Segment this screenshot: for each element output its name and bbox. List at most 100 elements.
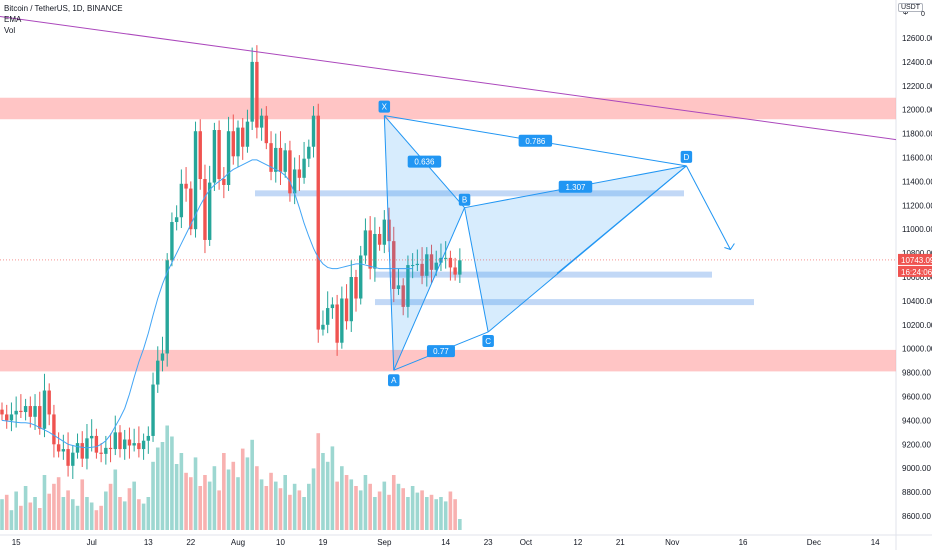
volume-bar [316, 433, 321, 530]
volume-bar [307, 483, 311, 530]
time-tick-label: 14 [441, 538, 450, 547]
volume-bar [325, 461, 330, 530]
point-x-label-text: X [382, 103, 388, 112]
candle-body [259, 115, 264, 128]
candle-body [42, 390, 47, 429]
volume-bar [448, 491, 453, 530]
candle-body [89, 435, 94, 439]
chart-legend: Bitcoin / TetherUS, 1D, BINANCE EMA Vol [4, 3, 123, 36]
candle-body [38, 406, 42, 429]
projection-line [556, 165, 687, 274]
candle-body [283, 150, 287, 172]
point-a-label-text: A [391, 376, 397, 385]
volume-bar [382, 481, 387, 530]
volume-bar [184, 472, 188, 530]
volume-bar [396, 483, 401, 530]
ema-indicator-label[interactable]: EMA [4, 15, 22, 24]
time-tick-label: Nov [665, 538, 679, 547]
candle-body [108, 447, 113, 450]
candle-body [316, 115, 320, 330]
time-tick-label: 23 [484, 538, 493, 547]
volume-bar [127, 488, 132, 530]
volume-bar [19, 505, 23, 530]
point-d-label-text: D [684, 153, 690, 162]
price-tick-label: 11200.00 [902, 201, 932, 210]
candle-body [47, 390, 51, 415]
price-tick-label: 9200.00 [902, 440, 931, 449]
point-b-label-text: B [462, 196, 467, 205]
harmonic-triangle-bcd [464, 165, 687, 332]
volume-bar [335, 481, 339, 530]
candle-body [75, 443, 80, 453]
ratio-xb-label-text: 0.636 [414, 158, 435, 167]
current-price-value: 10743.09 [901, 256, 932, 265]
ratio-ac-label-bg [426, 345, 455, 358]
candle-body [368, 230, 372, 269]
volume-bar [160, 442, 165, 530]
point-d-label: D [680, 150, 693, 163]
unit-button[interactable]: USDT [897, 3, 923, 12]
volume-bar [222, 453, 226, 530]
volume-bar [377, 491, 382, 530]
candle-body [231, 131, 235, 157]
volume-bar [255, 466, 259, 530]
candle-body [85, 438, 89, 459]
price-tick-label: 8600.00 [902, 512, 931, 521]
candle-body [193, 131, 198, 230]
volume-bar [189, 477, 193, 530]
volume-bar [340, 466, 344, 530]
candle-body [212, 130, 217, 183]
candle-body [123, 439, 127, 450]
candle-body [14, 410, 18, 415]
volume-bar [33, 497, 37, 530]
point-c-label-text: C [485, 337, 491, 346]
volume-bar [56, 477, 61, 530]
price-tick-label: 12200.00 [902, 82, 932, 91]
candle-body [274, 147, 278, 172]
price-tick-label: 12600.00 [902, 34, 932, 43]
candle-body [373, 233, 377, 269]
volume-bar [434, 499, 439, 530]
candle-body [392, 241, 396, 289]
volume-bar [28, 502, 33, 530]
candle-body [429, 254, 434, 270]
candle-body [9, 414, 14, 421]
volume-bar [368, 483, 372, 530]
candle-body [278, 147, 283, 172]
candle-body [127, 439, 132, 446]
volume-bar [14, 491, 18, 530]
time-tick-label: 15 [12, 538, 21, 547]
point-a-label: A [388, 374, 400, 387]
volume-bar [89, 502, 94, 530]
volume-bar [415, 492, 420, 530]
volume-bar [75, 505, 80, 530]
time-tick-label: 19 [319, 538, 328, 547]
candle-body [137, 443, 141, 450]
time-tick-label: Jul [87, 538, 97, 547]
volume-bar [349, 479, 354, 530]
volume-bar [363, 475, 368, 530]
harmonic-triangle-xab [384, 115, 465, 371]
symbol-title[interactable]: Bitcoin / TetherUS, 1D, BINANCE [4, 4, 123, 13]
volume-bar [391, 475, 396, 530]
volume-bar [288, 494, 292, 530]
level-10400 [375, 299, 754, 306]
volume-bar [85, 497, 89, 530]
volume-indicator-label[interactable]: Vol [4, 26, 16, 35]
candle-body [226, 131, 231, 185]
candle-body [71, 452, 75, 466]
ema-line [1, 159, 413, 449]
price-tick-label: 9000.00 [902, 464, 931, 473]
volume-bar [269, 472, 273, 530]
price-tick-label: 10800.00 [902, 249, 932, 258]
price-tick-label: 11000.00 [902, 225, 932, 234]
volume-bar [217, 490, 221, 530]
volume-bar [354, 486, 358, 530]
volume-bar [4, 494, 9, 530]
candle-body [335, 304, 339, 343]
ratio-xb-label-bg [407, 155, 442, 168]
price-tick-label: 12400.00 [902, 58, 932, 67]
candle-body [401, 285, 405, 307]
